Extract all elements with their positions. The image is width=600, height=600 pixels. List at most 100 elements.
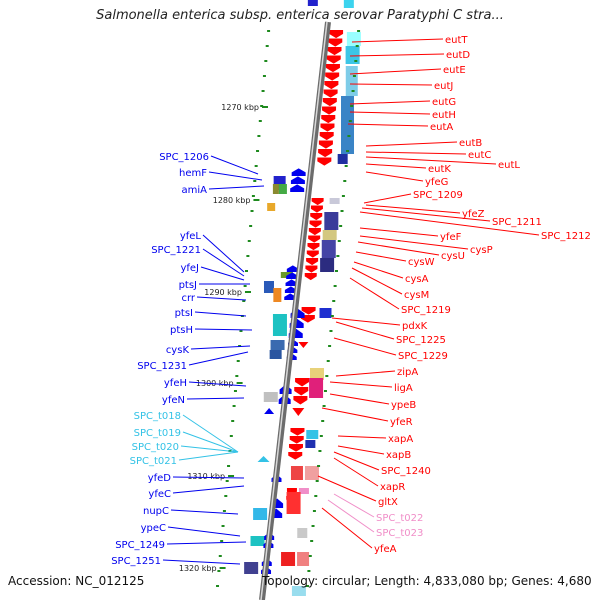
gene-label-zipA[interactable]: zipA	[397, 367, 418, 378]
gene-label-pdxK[interactable]: pdxK	[402, 321, 428, 332]
gene-label-yfeR[interactable]: yfeR	[390, 417, 413, 428]
gene-label-gltX[interactable]: gltX	[378, 497, 398, 508]
gene-label-eutE[interactable]: eutE	[443, 65, 466, 76]
gene-label-yfeJ[interactable]: yfeJ	[180, 263, 199, 274]
feature-block	[267, 203, 276, 211]
gene-label-ptsJ[interactable]: ptsJ	[179, 280, 197, 291]
gene-label-eutT[interactable]: eutT	[445, 35, 468, 46]
forward-gene-arrow	[307, 243, 320, 251]
gene-label-yfeD[interactable]: yfeD	[148, 473, 172, 484]
gene-label-eutC[interactable]: eutC	[468, 150, 491, 161]
gene-label-cysU[interactable]: cysU	[441, 251, 465, 262]
gene-label-SPC_1209[interactable]: SPC_1209	[413, 190, 463, 201]
gene-label-eutG[interactable]: eutG	[432, 97, 456, 108]
feature-block	[322, 230, 337, 240]
gene-label-yfeF[interactable]: yfeF	[440, 232, 462, 243]
leader-line	[333, 493, 375, 518]
minor-tick-left	[245, 270, 248, 272]
minor-tick-left	[258, 120, 262, 122]
forward-gene-arrow	[305, 265, 318, 273]
minor-tick-left	[224, 495, 228, 497]
gene-label-SPC_1240[interactable]: SPC_1240	[381, 466, 431, 477]
minor-tick-right	[350, 105, 354, 107]
minor-tick-right	[319, 435, 323, 437]
gene-label-SPC_1229[interactable]: SPC_1229	[398, 351, 448, 362]
forward-gene-arrow	[310, 213, 323, 221]
reverse-gene-arrow	[290, 184, 305, 192]
reverse-gene-arrow	[290, 176, 305, 184]
gene-label-SPC_1221[interactable]: SPC_1221	[151, 245, 201, 256]
gene-label-eutA[interactable]: eutA	[430, 122, 453, 133]
leader-line	[365, 156, 497, 165]
gene-label-SPC_1251[interactable]: SPC_1251	[111, 556, 161, 567]
minor-tick-left	[254, 165, 258, 167]
gene-label-eutD[interactable]: eutD	[446, 50, 470, 61]
feature-block	[306, 430, 319, 439]
gene-label-yfeA[interactable]: yfeA	[374, 544, 397, 555]
gene-label-SPC_1249[interactable]: SPC_1249	[115, 540, 165, 551]
minor-tick-right	[337, 240, 341, 242]
gene-label-SPC_t023[interactable]: SPC_t023	[376, 528, 423, 539]
gene-label-ligA[interactable]: ligA	[394, 383, 413, 394]
gene-label-cysM[interactable]: cysM	[404, 290, 429, 301]
gene-label-ypeB[interactable]: ypeB	[391, 400, 416, 411]
gene-label-SPC_t020[interactable]: SPC_t020	[132, 442, 179, 453]
minor-tick-right	[348, 120, 352, 122]
gene-label-SPC_t018[interactable]: SPC_t018	[134, 411, 181, 422]
gene-label-ypeC[interactable]: ypeC	[141, 523, 166, 534]
gene-label-cysW[interactable]: cysW	[408, 257, 435, 268]
gene-label-xapA[interactable]: xapA	[388, 434, 413, 445]
gene-label-SPC_1225[interactable]: SPC_1225	[396, 335, 446, 346]
gene-label-yfeL[interactable]: yfeL	[180, 231, 202, 242]
gene-label-cysA[interactable]: cysA	[405, 274, 429, 285]
gene-label-cysP[interactable]: cysP	[470, 245, 493, 256]
forward-gene-arrow	[288, 444, 303, 452]
leader-line	[337, 435, 387, 439]
gene-label-eutL[interactable]: eutL	[498, 160, 520, 171]
gene-label-yfeH[interactable]: yfeH	[164, 378, 187, 389]
gene-label-SPC_1212[interactable]: SPC_1212	[541, 231, 591, 242]
forward-gene-arrow	[309, 220, 322, 228]
feature-block	[324, 212, 339, 230]
gene-label-yfeG[interactable]: yfeG	[425, 177, 448, 188]
gene-label-SPC_t022[interactable]: SPC_t022	[376, 513, 423, 524]
leader-line	[347, 123, 429, 127]
forward-gene-arrow	[323, 89, 338, 98]
gene-label-yfeC[interactable]: yfeC	[148, 489, 171, 500]
leader-line	[351, 267, 403, 295]
feature-block	[272, 184, 279, 194]
leader-line	[166, 541, 247, 545]
minor-tick-left	[229, 435, 233, 437]
feature-block	[309, 368, 324, 380]
gene-label-SPC_t019[interactable]: SPC_t019	[134, 428, 181, 439]
minor-tick-right	[328, 345, 332, 347]
forward-gene-arrow	[304, 273, 317, 281]
gene-label-amiA[interactable]: amiA	[182, 185, 208, 196]
leader-line	[208, 171, 263, 181]
leader-line	[188, 381, 247, 387]
gene-label-xapB[interactable]: xapB	[386, 450, 411, 461]
gene-label-hemF[interactable]: hemF	[179, 168, 207, 179]
gene-label-SPC_1206[interactable]: SPC_1206	[159, 152, 209, 163]
gene-label-nupC[interactable]: nupC	[143, 506, 169, 517]
gene-label-SPC_1231[interactable]: SPC_1231	[137, 361, 187, 372]
gene-label-eutH[interactable]: eutH	[432, 110, 456, 121]
minor-tick-right	[351, 90, 355, 92]
gene-label-ptsI[interactable]: ptsI	[175, 308, 193, 319]
minor-tick-right	[329, 330, 333, 332]
gene-label-SPC_1211[interactable]: SPC_1211	[492, 217, 542, 228]
gene-label-yfeN[interactable]: yfeN	[162, 395, 185, 406]
gene-label-eutK[interactable]: eutK	[428, 164, 451, 175]
gene-label-eutB[interactable]: eutB	[459, 138, 482, 149]
gene-label-yfeZ[interactable]: yfeZ	[462, 209, 485, 220]
gene-label-SPC_1219[interactable]: SPC_1219	[401, 305, 451, 316]
gene-label-ptsH[interactable]: ptsH	[170, 325, 193, 336]
minor-tick-right	[312, 510, 316, 512]
gene-label-SPC_t021[interactable]: SPC_t021	[130, 456, 177, 467]
gene-label-eutJ[interactable]: eutJ	[434, 81, 453, 92]
minor-tick-right	[323, 390, 327, 392]
accession-label: Accession: NC_012125	[8, 574, 145, 588]
gene-label-cysK[interactable]: cysK	[166, 345, 190, 356]
gene-label-xapR[interactable]: xapR	[380, 482, 405, 493]
gene-label-crr[interactable]: crr	[181, 293, 195, 304]
